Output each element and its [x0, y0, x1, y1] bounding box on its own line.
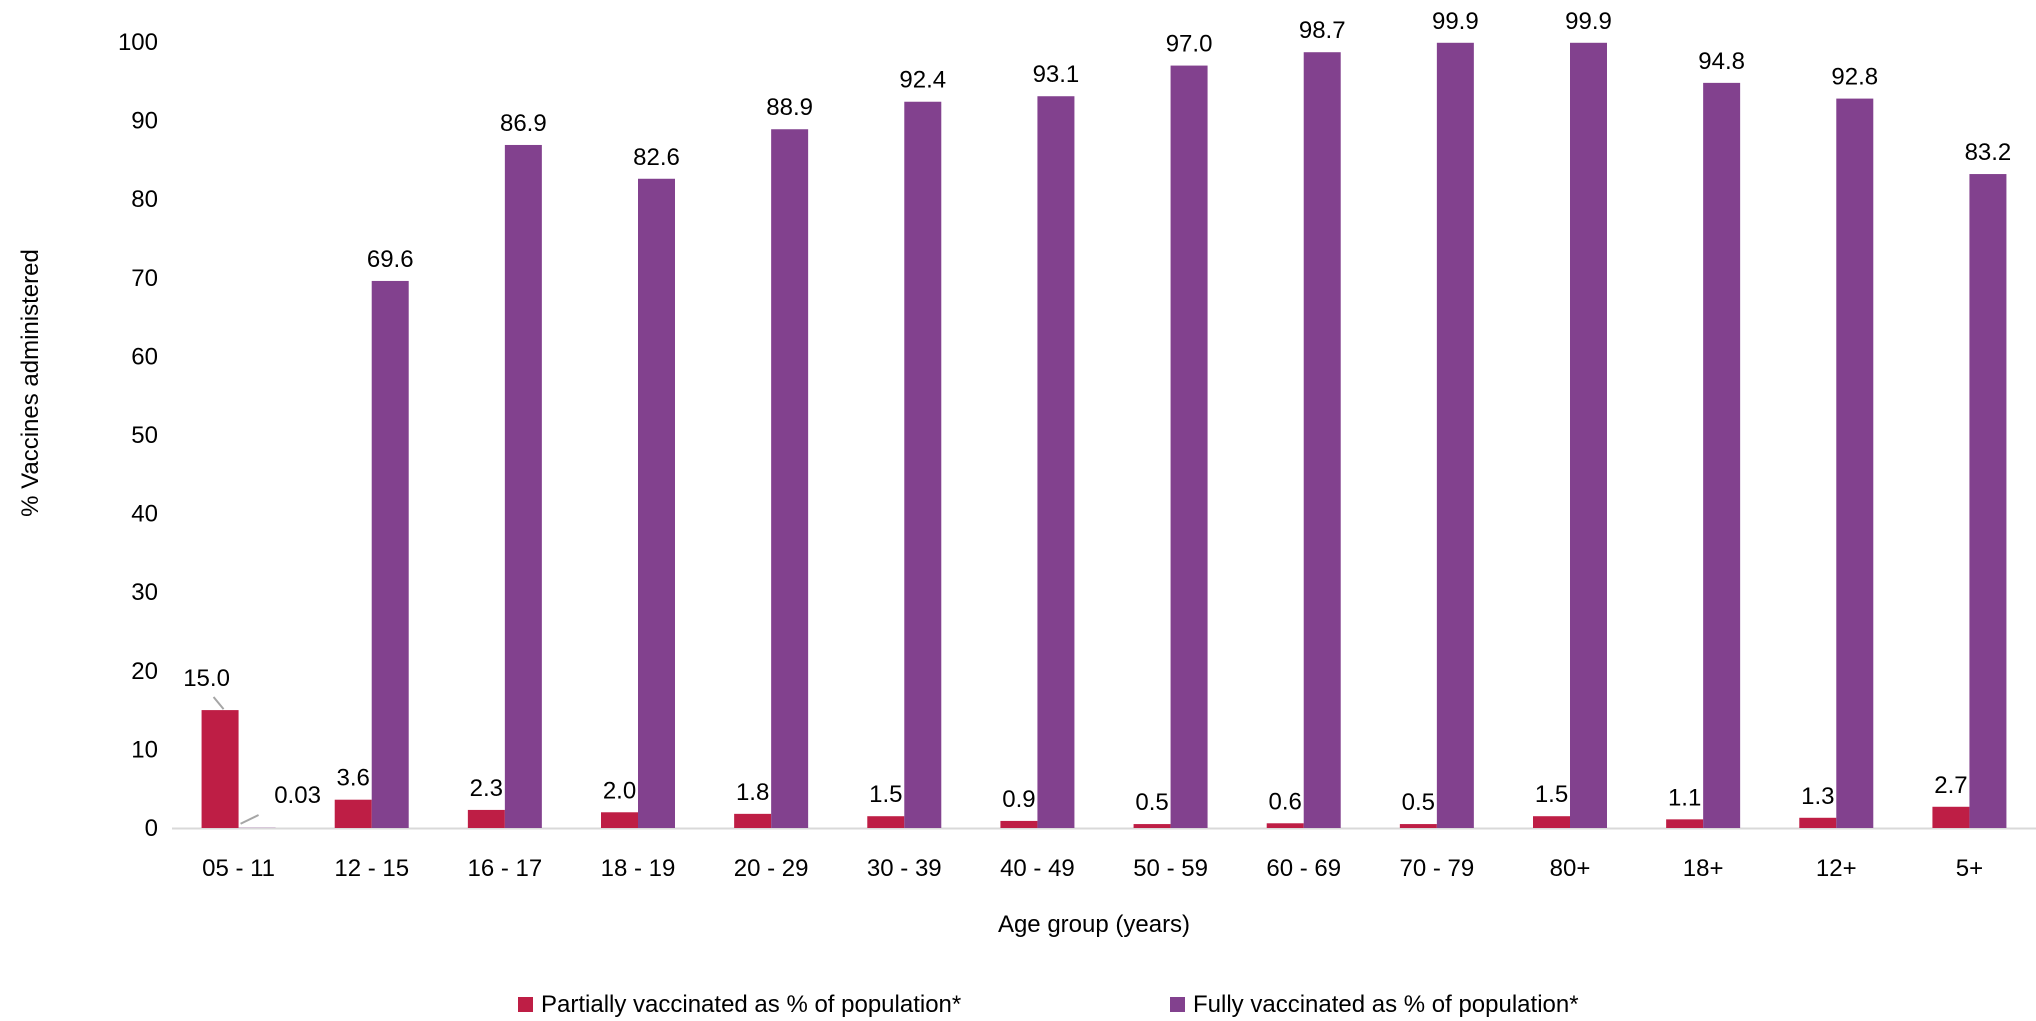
bar-partially-vaccinated	[1000, 820, 1038, 828]
x-tick-label: 50 - 59	[1133, 855, 1208, 882]
y-tick-label: 60	[131, 343, 158, 370]
bar-partially-vaccinated	[334, 799, 372, 828]
legend-swatch-partially-vaccinated	[518, 997, 533, 1012]
y-tick-label: 0	[145, 815, 158, 842]
data-label-fully-vaccinated: 0.03	[274, 782, 321, 809]
data-label-partially-vaccinated: 2.0	[603, 777, 636, 804]
data-label-partially-vaccinated: 0.9	[1002, 786, 1035, 813]
leader-lines-layer	[212, 696, 260, 825]
data-label-fully-vaccinated: 83.2	[1965, 139, 2012, 166]
legend-label-partially-vaccinated: Partially vaccinated as % of population*	[541, 991, 961, 1018]
data-label-partially-vaccinated: 15.0	[183, 665, 230, 692]
data-label-partially-vaccinated: 0.5	[1402, 789, 1435, 816]
x-tick-label: 12+	[1816, 855, 1857, 882]
data-label-partially-vaccinated: 2.7	[1934, 772, 1967, 799]
bar-partially-vaccinated	[467, 809, 505, 828]
bar-fully-vaccinated	[371, 280, 409, 829]
leader-line	[240, 814, 260, 825]
y-tick-label: 20	[131, 658, 158, 685]
data-label-partially-vaccinated: 1.1	[1668, 784, 1701, 811]
bar-partially-vaccinated	[1932, 806, 1970, 828]
y-tick-label: 70	[131, 265, 158, 292]
data-label-fully-vaccinated: 86.9	[500, 110, 547, 137]
x-tick-label: 20 - 29	[734, 855, 809, 882]
bars-layer	[201, 42, 2007, 829]
y-tick-label: 40	[131, 501, 158, 528]
data-label-fully-vaccinated: 98.7	[1299, 17, 1346, 44]
data-label-partially-vaccinated: 1.5	[869, 781, 902, 808]
data-label-partially-vaccinated: 1.5	[1535, 781, 1568, 808]
bar-fully-vaccinated	[1836, 98, 1874, 829]
bar-fully-vaccinated	[904, 101, 942, 828]
y-axis-ticks: 0 10 20 30 40 50 60 70 80 90 100	[118, 29, 158, 842]
x-tick-label: 80+	[1550, 855, 1591, 882]
legend-label-fully-vaccinated: Fully vaccinated as % of population*	[1193, 991, 1579, 1018]
bar-fully-vaccinated	[504, 144, 542, 828]
bar-fully-vaccinated	[638, 178, 675, 828]
data-label-fully-vaccinated: 99.9	[1565, 8, 1612, 35]
x-axis-ticks: 05 - 11 12 - 15 16 - 17 18 - 19 20 - 29 30 - …	[202, 855, 1983, 882]
legend-swatch-fully-vaccinated	[1170, 997, 1185, 1012]
bar-partially-vaccinated	[734, 813, 772, 828]
x-tick-label: 70 - 79	[1399, 855, 1474, 882]
x-tick-label: 18+	[1683, 855, 1724, 882]
bar-partially-vaccinated	[1666, 819, 1704, 828]
bar-partially-vaccinated	[1533, 816, 1570, 828]
bar-fully-vaccinated	[1703, 82, 1741, 828]
x-tick-label: 16 - 17	[467, 855, 542, 882]
bar-fully-vaccinated	[1037, 96, 1075, 828]
y-axis-title: % Vaccines administered	[17, 249, 44, 517]
bar-partially-vaccinated	[1266, 823, 1304, 828]
bar-partially-vaccinated	[1799, 817, 1837, 828]
bar-fully-vaccinated	[1170, 65, 1208, 828]
x-tick-label: 30 - 39	[867, 855, 942, 882]
data-label-partially-vaccinated: 0.5	[1135, 789, 1168, 816]
bar-partially-vaccinated	[201, 710, 239, 828]
data-label-partially-vaccinated: 1.3	[1801, 783, 1834, 810]
x-tick-label: 12 - 15	[334, 855, 409, 882]
bar-partially-vaccinated	[1399, 824, 1437, 828]
y-tick-label: 30	[131, 579, 158, 606]
bar-fully-vaccinated	[1969, 174, 2007, 829]
data-label-fully-vaccinated: 92.8	[1831, 64, 1878, 91]
data-label-fully-vaccinated: 88.9	[766, 94, 813, 121]
leader-line	[212, 696, 225, 710]
bar-partially-vaccinated	[867, 816, 905, 828]
bar-fully-vaccinated	[1303, 52, 1341, 828]
data-label-fully-vaccinated: 92.4	[899, 67, 946, 94]
y-tick-label: 100	[118, 29, 158, 56]
x-axis-title: Age group (years)	[998, 911, 1190, 938]
data-label-fully-vaccinated: 82.6	[633, 144, 680, 171]
data-labels-layer: 15.0 0.03 3.6 69.6 2.3 86.9 2.0 82.6 1.8 88.9 1.5 9…	[183, 8, 2011, 816]
x-tick-label: 40 - 49	[1000, 855, 1075, 882]
bar-partially-vaccinated	[1133, 824, 1171, 828]
data-label-fully-vaccinated: 93.1	[1033, 61, 1080, 88]
data-label-partially-vaccinated: 3.6	[337, 765, 370, 792]
data-label-fully-vaccinated: 97.0	[1166, 31, 1213, 58]
data-label-fully-vaccinated: 99.9	[1432, 8, 1479, 35]
bar-partially-vaccinated	[601, 812, 638, 828]
x-tick-label: 60 - 69	[1266, 855, 1341, 882]
x-tick-label: 5+	[1956, 855, 1983, 882]
y-tick-label: 90	[131, 108, 158, 135]
data-label-fully-vaccinated: 94.8	[1698, 48, 1745, 75]
x-tick-label: 05 - 11	[202, 855, 275, 882]
y-tick-label: 10	[131, 736, 158, 763]
data-label-partially-vaccinated: 2.3	[470, 775, 503, 802]
bar-fully-vaccinated	[1436, 42, 1474, 828]
y-tick-label: 80	[131, 186, 158, 213]
data-label-fully-vaccinated: 69.6	[367, 246, 414, 273]
data-label-partially-vaccinated: 0.6	[1269, 788, 1302, 815]
legend: Partially vaccinated as % of population*…	[518, 991, 1579, 1018]
y-tick-label: 50	[131, 422, 158, 449]
bar-fully-vaccinated	[1570, 42, 1607, 828]
data-label-partially-vaccinated: 1.8	[736, 779, 769, 806]
bar-fully-vaccinated	[771, 129, 809, 829]
x-tick-label: 18 - 19	[601, 855, 676, 882]
